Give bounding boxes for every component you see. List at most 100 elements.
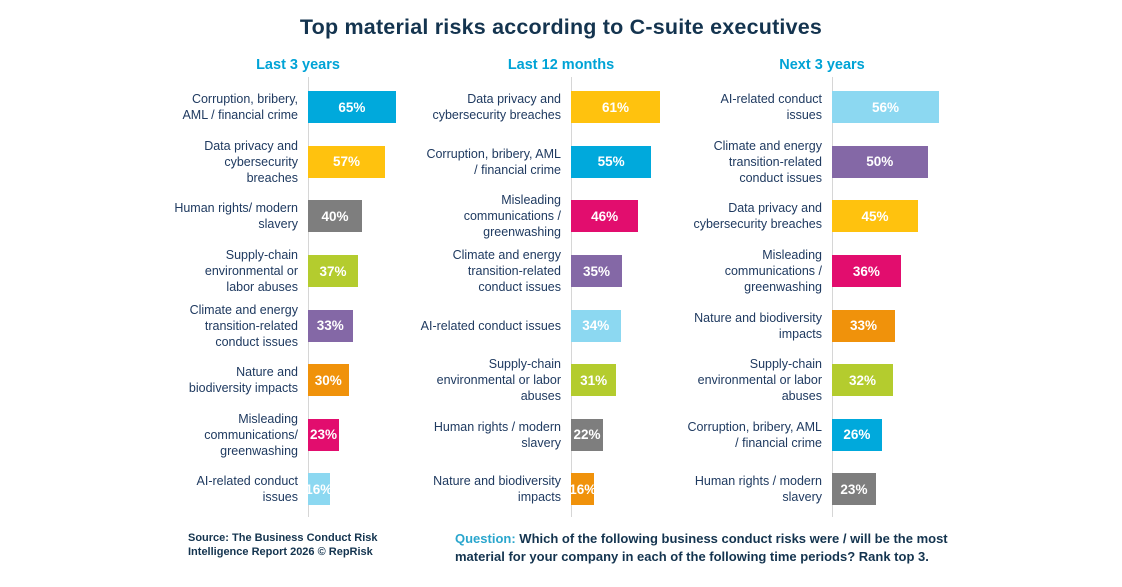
bar: 65% [308,91,396,124]
bar-label: AI-related conduct issues [420,318,561,333]
bar: 50% [832,145,928,178]
bar-label: Nature and biodiversity impacts [694,310,822,341]
axis-line-last-3-years [308,77,309,517]
bar: 33% [832,309,895,342]
bar-row: Data privacy and cybersecurity breaches 5… [98,135,538,190]
bar-value-label: 26% [843,427,871,443]
bar: 34% [571,309,621,342]
bar-zone: 26% [832,418,1052,451]
bar-value-label: 23% [840,481,868,497]
bar-zone: 65% [308,91,528,124]
bar-value-label: 31% [580,372,608,388]
bar-zone: 22% [571,418,791,451]
bar: 36% [832,255,901,288]
bar-row: Nature and biodiversity impacts 33% [622,298,1062,353]
bar-value-label: 56% [871,99,900,115]
bar-value-label: 33% [316,318,344,334]
bar-row: Supply-chain environmental or labor abus… [361,353,801,408]
bar-label: Human rights / modern slavery [694,474,822,505]
bar-row: Climate and energy transition-related co… [622,135,1062,190]
axis-line-next-3-years [832,77,833,517]
bar: 40% [308,200,362,233]
bar: 32% [832,364,894,397]
bar-row: Climate and energy transition-related co… [361,244,801,299]
bar-value-label: 33% [849,318,878,334]
bar-label: Human rights / modern slavery [433,419,561,450]
bar-zone: 33% [832,309,1052,342]
bar: 23% [308,418,340,451]
bar-value-label: 65% [338,99,366,115]
bar-zone: 46% [571,200,791,233]
bar-label: Corruption, bribery, AML / financial cri… [687,419,822,450]
chart-last-3-years: Corruption, bribery, AML / financial cri… [98,80,538,517]
bar-zone: 50% [832,145,1052,178]
bar-value-label: 55% [597,154,625,170]
bar-zone: 23% [832,473,1052,506]
bar-row: Human rights/ modern slavery 40% [98,189,538,244]
bar-value-label: 16% [305,481,333,497]
bar: 37% [308,255,358,288]
bar: 46% [571,200,639,233]
bar-row: AI-related conduct issues 34% [361,298,801,353]
bar-value-label: 61% [602,99,630,115]
chart-last-12-months: Data privacy and cybersecurity breaches 6… [361,80,801,517]
bar-value-label: 36% [852,263,880,279]
question-note: Question: Which of the following busines… [455,530,955,566]
source-note: Source: The Business Conduct Risk Intell… [188,532,378,558]
bar-label: Data privacy and cybersecurity breaches [204,138,298,185]
bar-zone: 37% [308,255,528,288]
bar-value-label: 30% [314,372,342,388]
bar-row: Supply-chain environmental or labor abus… [98,244,538,299]
bar-zone: 56% [832,91,1052,124]
question-label: Question: [455,531,516,546]
bar-label: AI-related conduct issues [720,92,822,123]
bar-row: Human rights / modern slavery 22% [361,408,801,463]
chart-next-3-years: AI-related conduct issues 56% Climate and … [622,80,1062,517]
column-header-next-3-years: Next 3 years [779,57,865,73]
bar-value-label: 22% [573,427,601,443]
bar-value-label: 46% [591,208,619,224]
bar-label: Climate and energy transition-related co… [452,248,561,295]
column-header-last-3-years: Last 3 years [256,57,340,73]
bar-label: Supply-chain environmental or labor abus… [697,357,822,404]
bar-zone: 16% [569,473,791,506]
bar-value-label: 37% [319,263,347,279]
bar: 23% [832,473,876,506]
bar-zone: 16% [305,473,528,506]
bar-zone: 57% [308,145,528,178]
bar-label: Data privacy and cybersecurity breaches [693,201,822,232]
bar-zone: 40% [308,200,528,233]
bar-zone: 23% [308,418,528,451]
bar-row: Supply-chain environmental or labor abus… [622,353,1062,408]
bar-row: Data privacy and cybersecurity breaches 6… [361,80,801,135]
bar-value-label: 16% [569,481,597,497]
bar-row: Misleading communications / greenwashing… [361,189,801,244]
bar: 31% [571,364,617,397]
bar-value-label: 40% [321,208,349,224]
bar: 16% [569,473,597,506]
bar-row: Misleading communications/ greenwashing 2… [98,408,538,463]
bar-row: Human rights / modern slavery 23% [622,462,1062,517]
bar-zone: 30% [308,364,528,397]
bar: 22% [571,418,604,451]
bar: 33% [308,309,353,342]
bar-row: Nature and biodiversity impacts 30% [98,353,538,408]
bar-label: Climate and energy transition-related co… [189,302,298,349]
bar: 30% [308,364,349,397]
bar-value-label: 50% [866,154,894,170]
bar-row: Corruption, bribery, AML / financial cri… [98,80,538,135]
bar-label: Nature and biodiversity impacts [433,474,561,505]
bar-label: Human rights/ modern slavery [174,201,298,232]
bar-row: AI-related conduct issues 16% [98,462,538,517]
bar-row: Nature and biodiversity impacts 16% [361,462,801,517]
bar-label: Misleading communications / greenwashing [463,193,561,240]
bar-row: AI-related conduct issues 56% [622,80,1062,135]
bar-label: AI-related conduct issues [196,474,298,505]
bar-zone: 61% [571,91,791,124]
bar-label: Corruption, bribery, AML / financial cri… [182,92,298,123]
bar: 55% [571,145,652,178]
bar-zone: 32% [832,364,1052,397]
bar-label: Nature and biodiversity impacts [188,365,298,396]
bar-row: Data privacy and cybersecurity breaches 4… [622,189,1062,244]
